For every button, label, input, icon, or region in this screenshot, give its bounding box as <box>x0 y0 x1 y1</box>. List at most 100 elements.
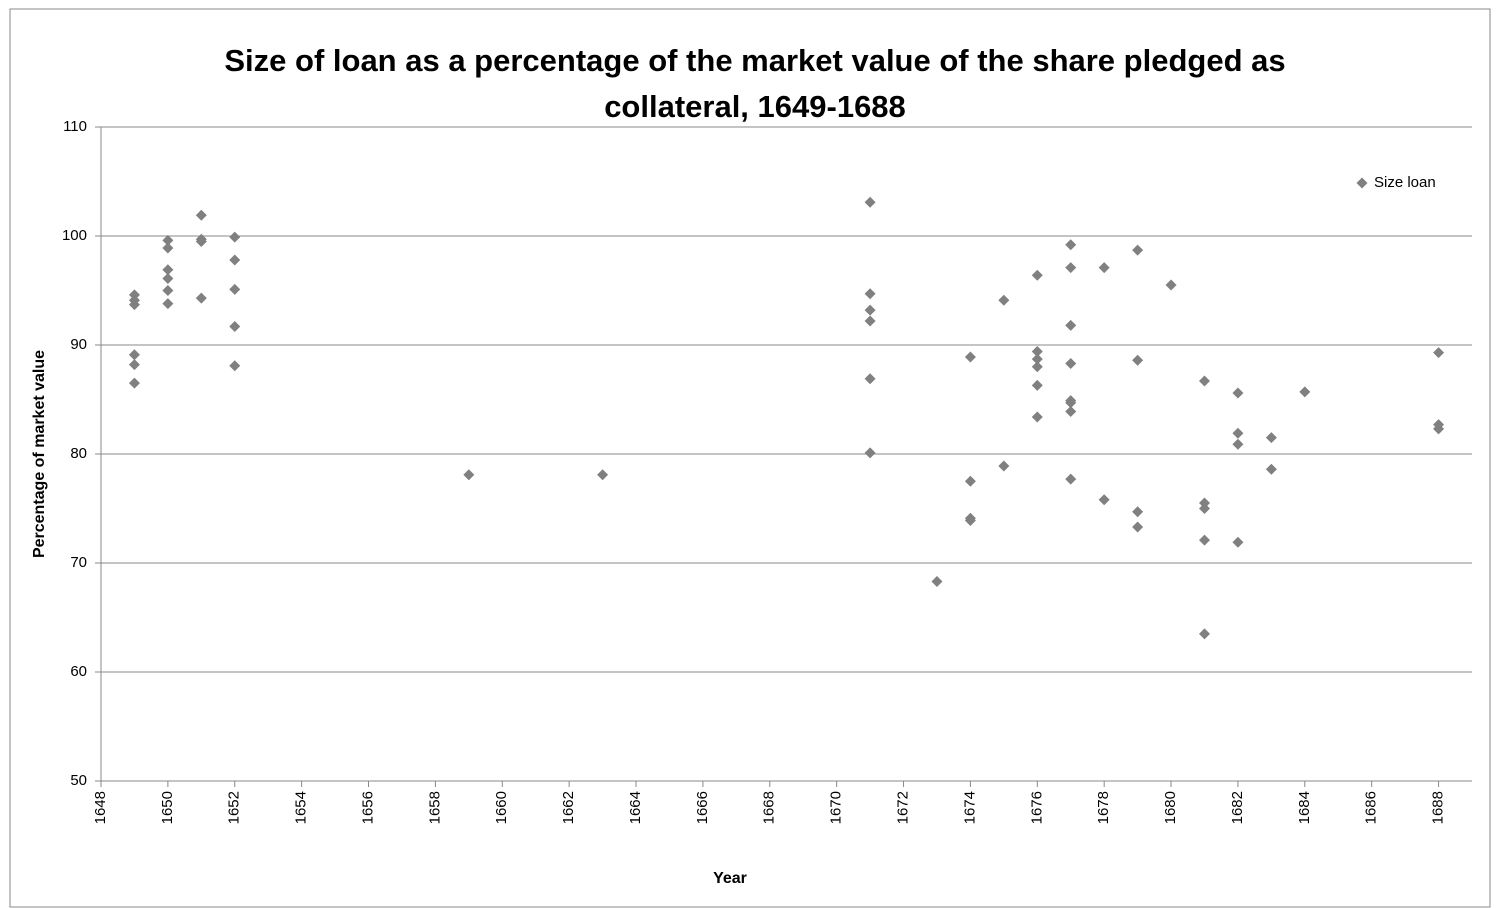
point <box>229 254 241 266</box>
y-tick-label: 90 <box>70 336 87 353</box>
point <box>1031 361 1043 373</box>
point <box>162 273 174 285</box>
point <box>195 292 207 304</box>
point <box>1098 262 1110 274</box>
x-tick-label: 1678 <box>1095 791 1112 824</box>
x-tick-label: 1672 <box>895 791 912 824</box>
point <box>162 242 174 254</box>
point <box>1031 269 1043 281</box>
point <box>864 288 876 300</box>
point <box>1132 244 1144 256</box>
x-tick-label: 1680 <box>1162 791 1179 824</box>
x-tick-label: 1666 <box>694 791 711 824</box>
point <box>229 283 241 295</box>
chart-border <box>9 8 1491 908</box>
x-tick-label: 1650 <box>159 791 176 824</box>
point <box>1031 353 1043 365</box>
y-tick-label: 60 <box>70 663 87 680</box>
point <box>229 360 241 372</box>
point <box>964 514 976 526</box>
x-tick-label: 1668 <box>761 791 778 824</box>
point <box>964 475 976 487</box>
point <box>1265 463 1277 475</box>
point <box>1031 411 1043 423</box>
y-tick-label: 50 <box>70 772 87 789</box>
x-axis-label: Year <box>713 870 747 887</box>
point <box>964 351 976 363</box>
x-tick-label: 1688 <box>1430 791 1447 824</box>
point <box>1065 262 1077 274</box>
x-tick-label: 1686 <box>1363 791 1380 824</box>
point <box>162 298 174 310</box>
x-tick-label: 1652 <box>226 791 243 824</box>
x-tick-label: 1658 <box>426 791 443 824</box>
x-tick-label: 1670 <box>828 791 845 824</box>
point <box>1198 503 1210 514</box>
point <box>1031 346 1043 358</box>
point <box>1198 534 1210 546</box>
point <box>998 460 1010 472</box>
x-tick-label: 1674 <box>961 791 978 824</box>
point <box>1232 427 1244 439</box>
point <box>1165 279 1177 291</box>
point <box>162 234 174 246</box>
point <box>1433 347 1445 359</box>
point <box>195 209 207 221</box>
point <box>162 264 174 276</box>
point <box>128 299 140 311</box>
point <box>1065 473 1077 485</box>
point <box>1132 354 1144 366</box>
point <box>1065 405 1077 417</box>
point <box>931 576 943 588</box>
point <box>1132 506 1144 518</box>
point <box>1232 536 1244 548</box>
point <box>1265 432 1277 444</box>
point <box>1198 375 1210 387</box>
y-tick-label: 110 <box>63 118 87 135</box>
point <box>1065 239 1077 251</box>
x-tick-label: 1654 <box>293 791 310 824</box>
point <box>128 359 140 371</box>
point <box>864 447 876 459</box>
y-axis-label: Percentage of market value <box>31 350 48 558</box>
point <box>597 469 609 481</box>
point <box>864 315 876 327</box>
y-tick-label: 80 <box>70 445 87 462</box>
point <box>864 196 876 208</box>
point <box>1132 521 1144 533</box>
point <box>1299 386 1311 398</box>
legend-label: Size loan <box>1374 174 1436 191</box>
legend-marker <box>1356 177 1368 189</box>
point <box>1065 319 1077 331</box>
point <box>128 349 140 361</box>
point <box>1098 494 1110 506</box>
x-tick-label: 1664 <box>627 791 644 824</box>
x-tick-label: 1662 <box>560 791 577 824</box>
point <box>463 469 475 481</box>
point <box>1433 423 1445 435</box>
x-tick-label: 1660 <box>493 791 510 824</box>
point <box>229 231 241 243</box>
y-tick-label: 100 <box>62 227 87 244</box>
point <box>864 373 876 385</box>
point <box>1065 397 1077 409</box>
point <box>195 235 207 247</box>
point <box>1232 387 1244 399</box>
chart-title: Size of loan as a percentage of the mark… <box>224 43 1286 124</box>
point <box>1198 628 1210 640</box>
point <box>1031 379 1043 391</box>
point <box>1065 358 1077 370</box>
point <box>1232 438 1244 450</box>
y-tick-label: 70 <box>70 554 87 571</box>
point <box>162 285 174 296</box>
x-tick-label: 1656 <box>359 791 376 824</box>
point <box>229 320 241 332</box>
x-tick-label: 1684 <box>1296 791 1313 824</box>
x-tick-label: 1648 <box>92 791 109 824</box>
point <box>998 294 1010 306</box>
point <box>864 304 876 316</box>
x-tick-label: 1676 <box>1028 791 1045 824</box>
x-tick-label: 1682 <box>1229 791 1246 824</box>
